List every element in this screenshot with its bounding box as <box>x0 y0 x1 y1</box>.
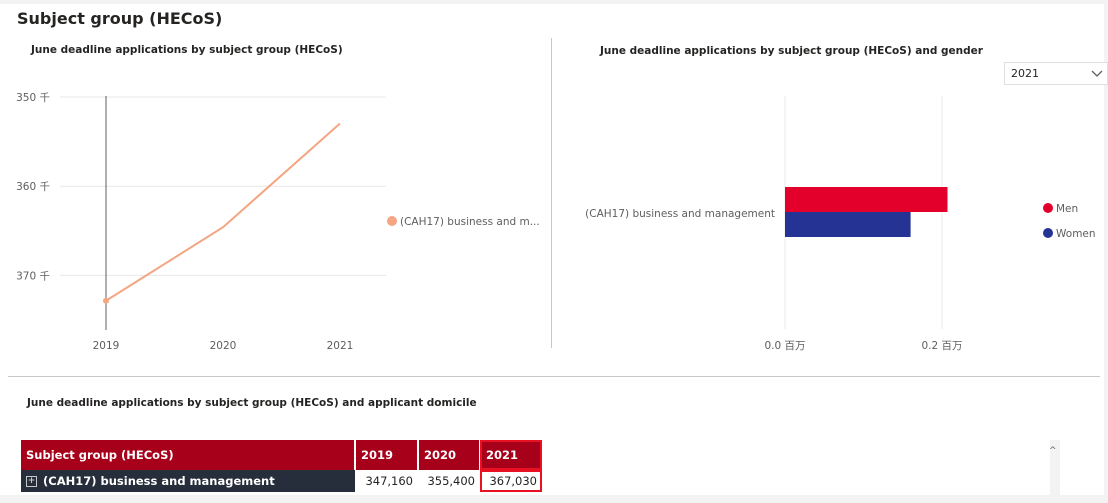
bar-category-label: (CAH17) business and management <box>585 208 775 220</box>
page-title: Subject group (HECoS) <box>17 9 223 28</box>
matrix-row-header[interactable]: + (CAH17) business and management <box>21 470 355 492</box>
line-legend-label[interactable]: (CAH17) business and m... <box>400 216 540 228</box>
matrix-header-2020[interactable]: 2020 <box>418 440 481 470</box>
bar-chart-title: June deadline applications by subject gr… <box>600 45 983 57</box>
section-divider <box>8 376 1100 377</box>
matrix-header-2019[interactable]: 2019 <box>355 440 419 470</box>
expand-icon[interactable]: + <box>26 476 37 487</box>
legend-marker-women <box>1043 228 1053 238</box>
matrix-header-row: Subject group (HECoS) 2019 2020 2021 <box>21 440 543 470</box>
legend-label-women[interactable]: Women <box>1056 228 1096 240</box>
bar-women <box>785 212 911 237</box>
year-slicer[interactable]: 2021 <box>1004 62 1108 85</box>
bar-chart[interactable]: (CAH17) business and management 0.0 百万 0.… <box>0 4 1104 364</box>
report-canvas: Subject group (HECoS) June deadline appl… <box>0 4 1108 495</box>
legend-marker-men <box>1043 203 1053 213</box>
line-y-tick: 370 千 <box>16 270 50 282</box>
line-x-tick: 2021 <box>327 340 354 352</box>
line-series-business <box>105 122 341 302</box>
table-row: + (CAH17) business and management 347,160… <box>21 470 542 492</box>
cell-2019[interactable]: 347,160 <box>355 470 418 492</box>
matrix-row-label: (CAH17) business and management <box>43 474 275 488</box>
bar-x-tick: 0.0 百万 <box>764 340 805 352</box>
visual-divider <box>551 38 552 348</box>
chevron-down-icon <box>1091 70 1103 77</box>
matrix-scrollbar[interactable] <box>1050 440 1060 495</box>
line-x-tick: 2020 <box>210 340 237 352</box>
line-point-highlight <box>103 297 109 304</box>
legend-marker-business <box>387 216 397 226</box>
cell-2020[interactable]: 355,400 <box>418 470 480 492</box>
matrix-title: June deadline applications by subject gr… <box>27 397 477 409</box>
domicile-matrix: Subject group (HECoS) 2019 2020 2021 + (C… <box>21 440 543 492</box>
cell-2021[interactable]: 367,030 <box>480 470 542 492</box>
line-chart-title: June deadline applications by subject gr… <box>31 44 343 56</box>
scroll-up-icon[interactable]: ^ <box>1049 446 1057 456</box>
line-chart[interactable]: 370 千 360 千 350 千 2019 2020 2021 (CAH17) bus… <box>0 4 545 364</box>
bar-x-tick: 0.2 百万 <box>921 340 962 352</box>
bar-men <box>785 187 948 212</box>
matrix-header-2021[interactable]: 2021 <box>480 440 543 470</box>
legend-label-men[interactable]: Men <box>1056 203 1078 215</box>
year-slicer-value: 2021 <box>1011 67 1039 80</box>
line-y-tick: 350 千 <box>16 92 50 104</box>
line-x-tick: 2019 <box>93 340 120 352</box>
line-y-tick: 360 千 <box>16 181 50 193</box>
matrix-header-subject[interactable]: Subject group (HECoS) <box>21 440 356 470</box>
